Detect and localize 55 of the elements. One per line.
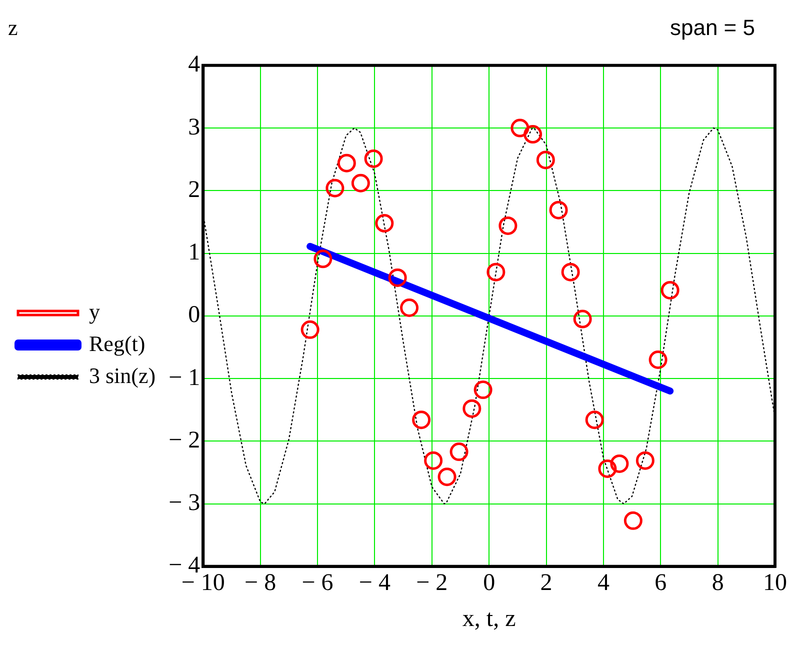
point: [510, 118, 530, 138]
point: [561, 262, 580, 282]
legend-label: Reg(t): [89, 330, 146, 356]
point: [326, 178, 344, 198]
point: [450, 442, 468, 462]
point: [598, 459, 617, 478]
point: [412, 410, 431, 430]
y-tick-label: − 1: [168, 364, 200, 391]
point: [375, 214, 394, 232]
y-tick-label: − 4: [168, 552, 200, 579]
point: [536, 150, 555, 170]
x-tick-label: − 8: [244, 570, 276, 596]
point: [438, 468, 456, 486]
point: [610, 454, 629, 473]
point: [424, 451, 443, 470]
legend-label: y: [89, 298, 100, 324]
x-tick-label: − 6: [302, 570, 334, 596]
point: [400, 298, 419, 318]
point: [300, 320, 320, 339]
text: span = 5: [670, 15, 755, 41]
x-tick-label: 2: [540, 570, 552, 596]
y-tick-label: − 3: [168, 490, 200, 516]
point: [585, 410, 604, 430]
point: [388, 268, 407, 287]
point: [660, 280, 680, 300]
point: [462, 399, 482, 418]
point: [624, 511, 642, 530]
point: [351, 174, 370, 192]
x-tick-label: 8: [712, 570, 724, 596]
text: z: [8, 15, 18, 41]
point: [486, 262, 506, 282]
legend-label: 3 sin(z): [89, 362, 156, 388]
point: [314, 250, 332, 268]
point: [636, 451, 654, 470]
x-tick-label: 10: [763, 570, 787, 596]
point: [549, 200, 568, 220]
point: [648, 350, 668, 369]
y-tick-label: − 2: [168, 427, 200, 454]
point: [337, 154, 356, 172]
x-axis-title: x, t, z: [462, 606, 516, 632]
point: [364, 149, 383, 168]
point: [498, 216, 518, 235]
x-tick-label: − 4: [358, 570, 390, 596]
point: [474, 380, 492, 400]
y-tick-label: 3: [188, 114, 200, 140]
point: [524, 125, 542, 144]
y-tick-label: 4: [188, 52, 200, 78]
x-tick-label: 4: [597, 570, 610, 596]
y-tick-label: 2: [188, 176, 200, 203]
x-tick-label: 0: [483, 570, 496, 596]
y-tick-label: 0: [188, 302, 200, 328]
point: [573, 310, 592, 328]
x-tick-label: − 2: [416, 570, 448, 596]
x-tick-label: 6: [654, 570, 667, 596]
y-tick-label: 1: [188, 240, 200, 266]
